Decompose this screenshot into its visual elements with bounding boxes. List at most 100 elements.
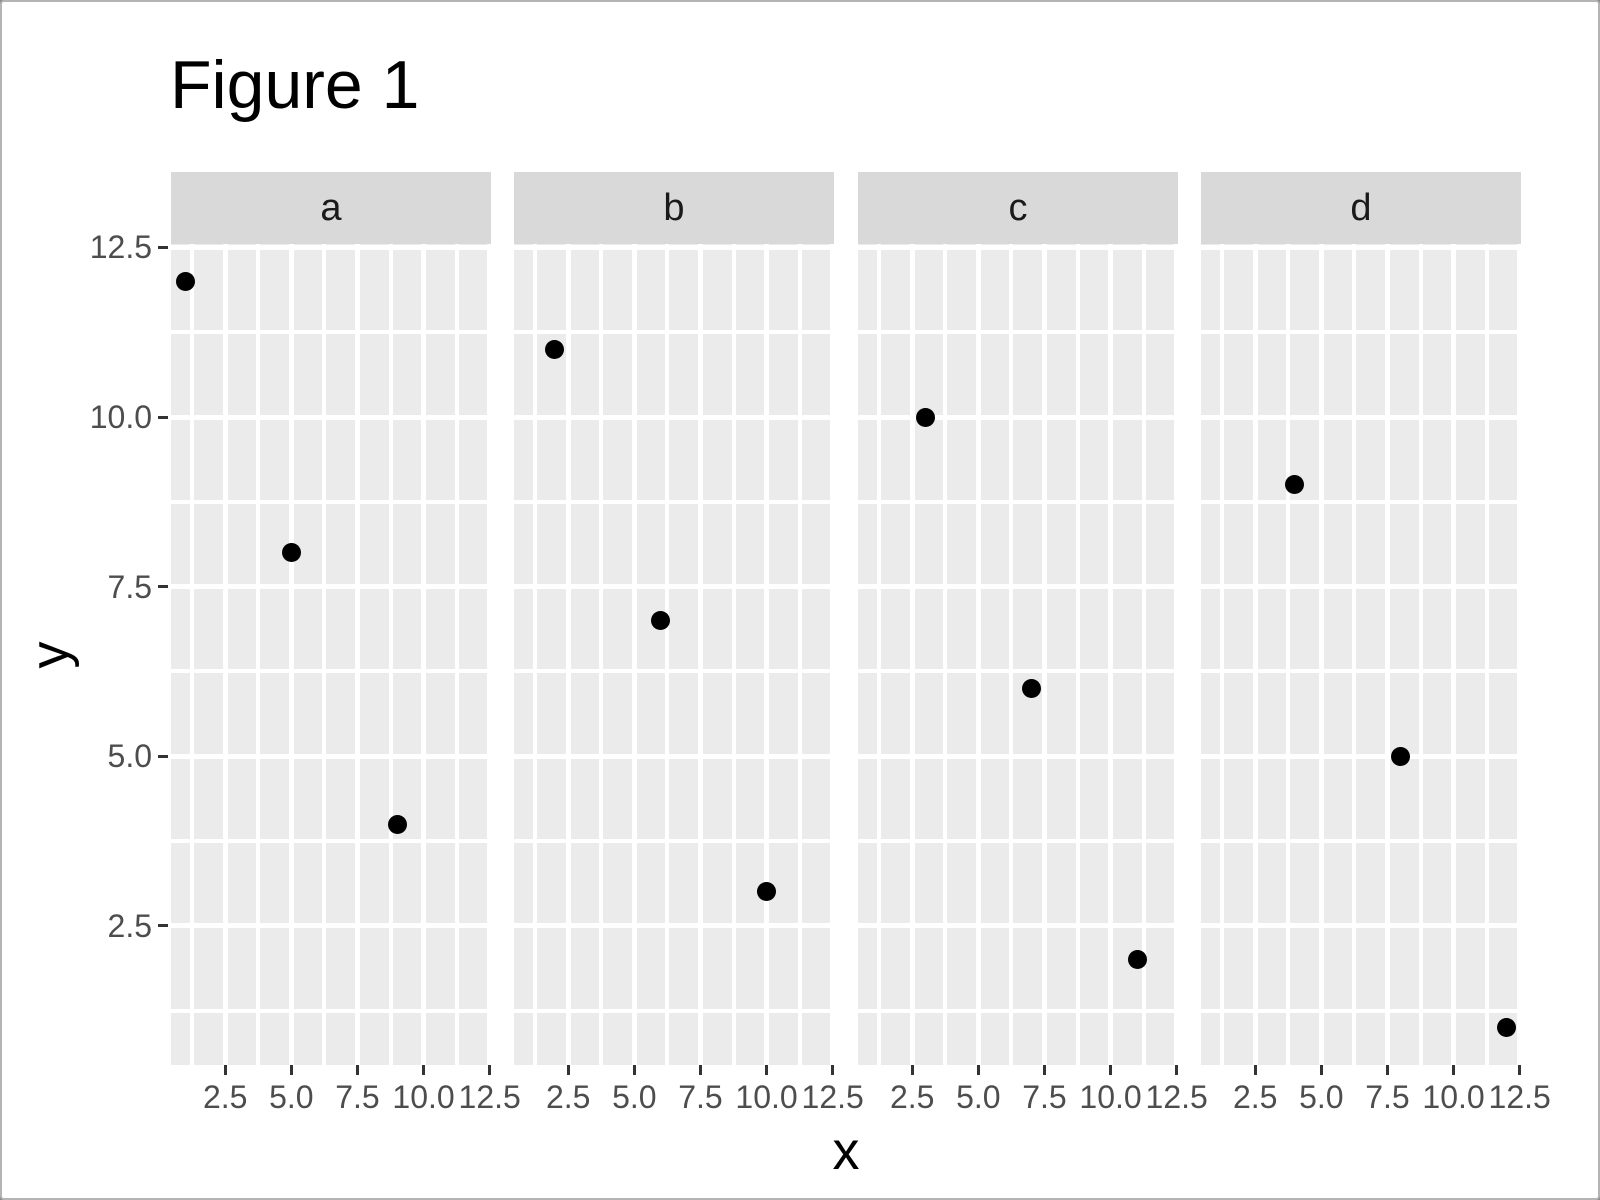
facet-strip-label: b [663,186,685,229]
minor-gridline [858,669,1178,674]
minor-gridline [1201,499,1521,504]
data-point [651,611,671,631]
major-gridline [858,414,1178,420]
x-tick-mark [831,1065,835,1075]
major-gridline [1201,414,1521,420]
minor-gridline [877,244,882,1065]
minor-gridline [797,244,802,1065]
x-tick-label: 7.5 [335,1079,380,1115]
x-tick-mark [1042,1065,1046,1075]
minor-gridline [1201,1008,1521,1013]
x-tick-label: 10.0 [735,1079,798,1115]
major-gridline [1318,244,1324,1065]
major-gridline [487,244,491,1065]
plot-title: Figure 1 [170,47,420,123]
facet-panel-b [514,244,834,1065]
facet-strip-b: b [514,172,834,244]
major-gridline [975,244,981,1065]
facet-strip-label: a [320,186,342,229]
minor-gridline [388,244,393,1065]
minor-gridline [190,244,195,1065]
minor-gridline [514,1008,834,1013]
x-tick-label: 12.5 [1488,1079,1551,1115]
facet-panel-d [1201,244,1521,1065]
data-point [387,814,407,834]
facet-strip-a: a [171,172,491,244]
x-tick-label: 12.5 [1145,1079,1208,1115]
minor-gridline [171,839,491,844]
major-gridline [171,753,491,759]
data-point [1021,678,1041,698]
major-gridline [514,923,834,929]
major-gridline [858,923,1178,929]
major-gridline [1041,244,1047,1065]
minor-gridline [665,244,670,1065]
major-gridline [1201,923,1521,929]
data-point [1285,475,1305,495]
x-tick-mark [1109,1065,1113,1075]
facet-strip-c: c [858,172,1178,244]
y-tick-label: 12.5 [89,229,152,266]
x-tick-mark [1175,1065,1179,1075]
major-gridline [631,244,637,1065]
x-tick-label: 10.0 [1422,1079,1485,1115]
x-tick-mark [1319,1065,1323,1075]
data-point [915,407,935,427]
major-gridline [1451,244,1457,1065]
y-tick-mark [158,924,168,928]
major-gridline [514,753,834,759]
x-tick-mark [632,1065,636,1075]
x-tick-label: 2.5 [545,1079,591,1115]
x-tick-label: 10.0 [1079,1079,1142,1115]
minor-gridline [731,244,736,1065]
minor-gridline [171,499,491,504]
minor-gridline [1141,244,1146,1065]
major-gridline [858,244,1178,250]
data-point [176,271,196,291]
data-point [1391,746,1411,766]
major-gridline [514,414,834,420]
major-gridline [1201,584,1521,590]
facet-strip-label: c [1008,186,1028,229]
facet-strip-d: d [1201,172,1521,244]
minor-gridline [533,244,538,1065]
y-tick-label: 5.0 [107,738,152,775]
data-point [1496,1018,1516,1038]
minor-gridline [1201,839,1521,844]
major-gridline [858,753,1178,759]
x-tick-label: 5.0 [1299,1079,1344,1115]
major-gridline [764,244,770,1065]
x-tick-mark [289,1065,293,1075]
major-gridline [1201,753,1521,759]
minor-gridline [171,330,491,335]
major-gridline [354,244,360,1065]
minor-gridline [322,244,327,1065]
x-tick-mark [223,1065,227,1075]
major-gridline [1252,244,1258,1065]
y-tick-label: 10.0 [89,399,152,436]
minor-gridline [514,330,834,335]
x-tick-mark [698,1065,702,1075]
data-point [545,339,565,359]
minor-gridline [1484,244,1489,1065]
major-gridline [222,244,228,1065]
minor-gridline [1075,244,1080,1065]
y-tick-label: 2.5 [107,907,152,944]
data-point [757,882,777,902]
minor-gridline [256,244,261,1065]
data-point [281,543,301,563]
minor-gridline [514,499,834,504]
y-axis-title: y [20,641,80,668]
y-tick-mark [158,415,168,419]
minor-gridline [943,244,948,1065]
x-tick-label: 10.0 [392,1079,455,1115]
x-tick-label: 2.5 [202,1079,248,1115]
data-point [1127,950,1147,970]
x-tick-label: 12.5 [801,1079,864,1115]
minor-gridline [858,1008,1178,1013]
major-gridline [1384,244,1390,1065]
major-gridline [858,584,1178,590]
major-gridline [514,584,834,590]
major-gridline [909,244,915,1065]
